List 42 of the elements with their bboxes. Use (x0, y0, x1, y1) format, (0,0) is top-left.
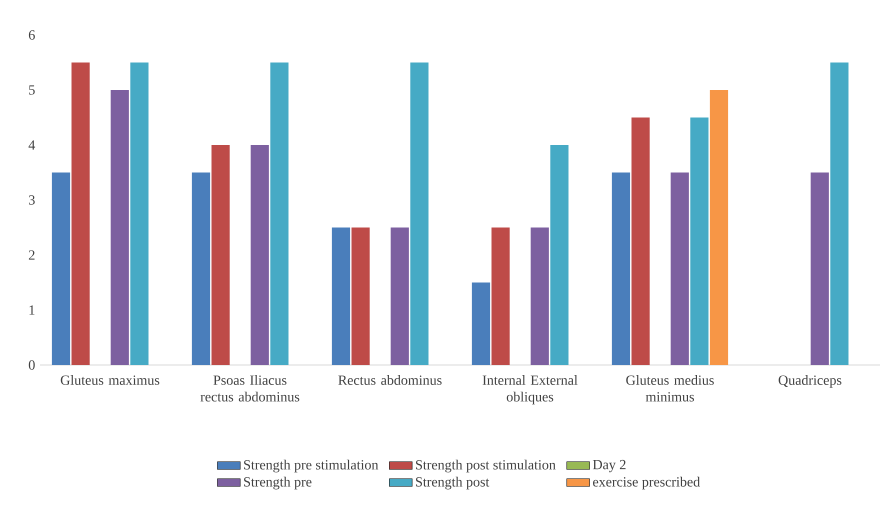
bar (690, 117, 708, 365)
legend-label: Day 2 (592, 460, 626, 472)
y-tick-label: 6 (28, 30, 35, 40)
y-tick-label: 4 (28, 140, 36, 150)
bar (270, 62, 288, 365)
bar (72, 62, 90, 365)
bar (530, 227, 549, 365)
x-tick-label: Quadriceps (778, 375, 842, 388)
bar (550, 144, 568, 365)
legend-label: Strength pre (244, 476, 312, 490)
bar (472, 282, 490, 365)
bar (212, 144, 230, 365)
bar (130, 62, 149, 365)
bar (250, 144, 269, 365)
bar (710, 90, 728, 365)
y-tick-label: 3 (28, 195, 35, 205)
legend-label: Strength post (416, 476, 490, 490)
legend-label: exercise prescribed (593, 476, 700, 490)
x-tick-label: Internal External obliques (482, 375, 578, 404)
bar (410, 62, 428, 365)
legend-label: Strength pre stimulation (244, 460, 378, 472)
y-tick-label: 2 (28, 250, 35, 260)
bar (492, 227, 510, 365)
y-tick-label: 1 (30, 305, 34, 315)
bar (352, 227, 370, 365)
bar (670, 172, 689, 365)
bar (192, 172, 210, 365)
bar (631, 117, 650, 365)
x-tick-label: Gluteus maximus (60, 375, 160, 385)
y-tick-label: 5 (29, 85, 35, 95)
legend-label: Strength post stimulation (416, 460, 556, 472)
bar (390, 227, 409, 365)
x-tick-label: Rectus abdominus (338, 375, 442, 385)
y-tick-label: 0 (28, 360, 35, 370)
bar (110, 90, 129, 365)
bar (830, 62, 848, 365)
x-tick-label: Psoas Iliacus rectus abdominus (200, 375, 300, 402)
bar (52, 172, 70, 365)
x-tick-label: Gluteus medius minimus (626, 375, 714, 402)
bar (612, 172, 630, 365)
bar (332, 227, 350, 365)
bar (810, 172, 829, 365)
